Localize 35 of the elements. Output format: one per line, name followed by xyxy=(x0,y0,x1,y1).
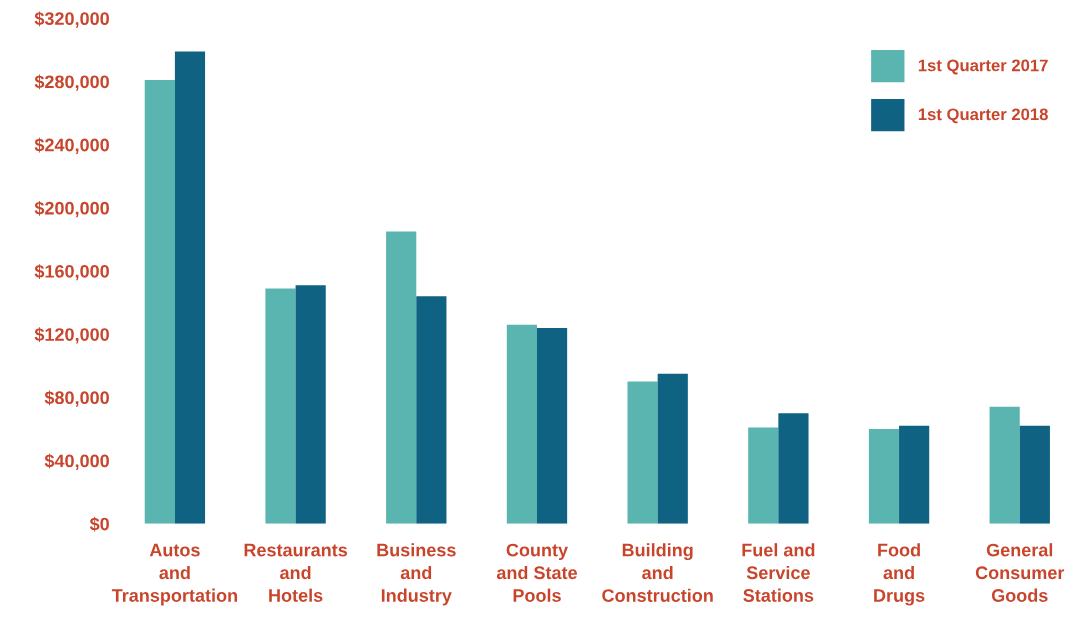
bar xyxy=(989,406,1020,524)
legend-label: 1st Quarter 2018 xyxy=(918,108,1048,124)
y-tick-label: $40,000 xyxy=(44,453,109,470)
y-tick-label: $120,000 xyxy=(34,327,109,344)
bar xyxy=(748,427,779,524)
y-tick-label: $0 xyxy=(89,516,109,532)
x-tick-label: General Consumer Goods xyxy=(975,543,1065,602)
x-tick-label: County and State Pools xyxy=(496,543,577,602)
y-tick-label: $320,000 xyxy=(34,11,109,28)
x-tick-label: Food and Drugs xyxy=(874,543,925,606)
bar xyxy=(536,327,568,524)
x-tick-label: Autos and Transportation xyxy=(111,543,237,606)
y-tick-label: $80,000 xyxy=(44,390,109,407)
y-tick-label: $200,000 xyxy=(34,200,109,218)
y-tick-label: $160,000 xyxy=(34,264,109,281)
x-tick-label: Business and Industry xyxy=(377,543,456,606)
bar xyxy=(295,285,326,524)
bar xyxy=(778,413,809,524)
bar xyxy=(386,231,417,524)
bar xyxy=(416,296,447,524)
bar xyxy=(627,381,658,524)
x-tick-label: Restaurants and Hotels xyxy=(244,543,348,602)
y-tick-label: $240,000 xyxy=(34,137,109,154)
bar xyxy=(1019,425,1050,524)
bar xyxy=(506,324,537,524)
y-tick-label: $280,000 xyxy=(34,74,109,91)
bar xyxy=(899,425,930,524)
bar xyxy=(144,79,175,524)
bar xyxy=(868,428,900,524)
bar xyxy=(657,373,688,524)
x-tick-label: Fuel and Service Stations xyxy=(742,543,815,602)
bar xyxy=(174,51,206,524)
x-tick-label: Building and Construction xyxy=(602,543,713,602)
bar xyxy=(265,288,296,524)
legend-label: 1st Quarter 2017 xyxy=(918,59,1048,75)
